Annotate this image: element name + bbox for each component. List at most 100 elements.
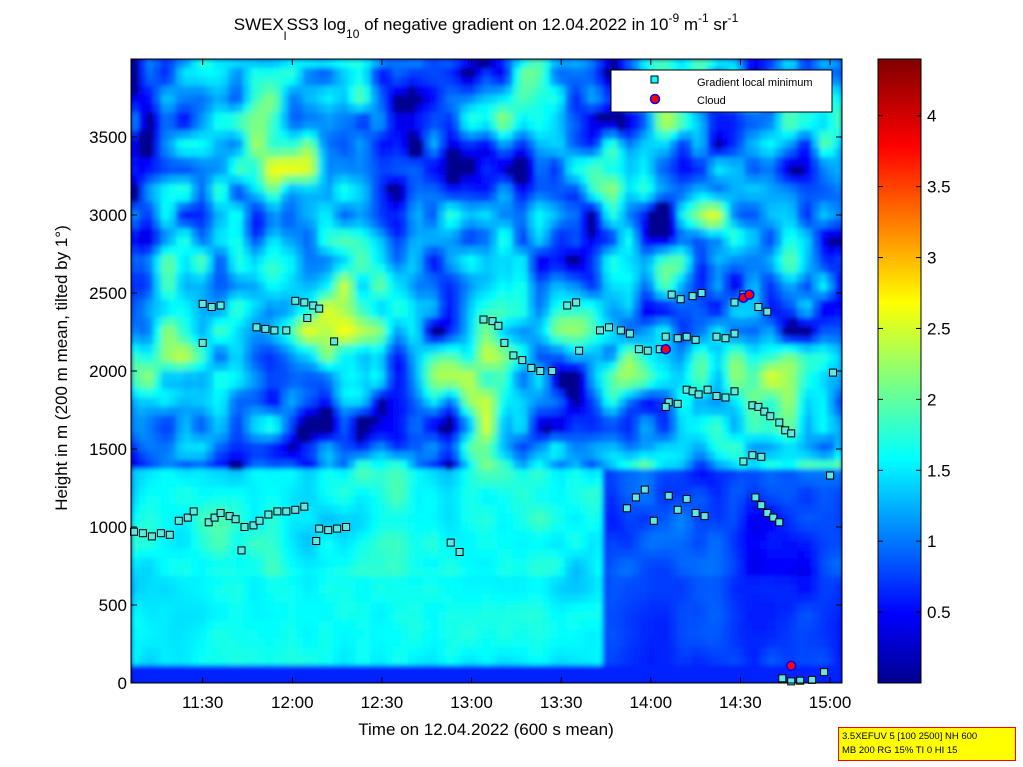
heatmap-cell [505,469,514,479]
heatmap-cell [235,344,244,354]
heatmap-cell [265,433,274,443]
heatmap-cell [437,148,446,158]
heatmap-cell [348,219,357,229]
heatmap-cell [505,602,514,613]
heatmap-cell [587,611,596,622]
heatmap-cell [303,317,312,328]
heatmap-cell [160,469,170,479]
heatmap-cell [288,272,297,283]
heatmap-cell [565,130,574,140]
heatmap-cell [482,67,491,78]
heatmap-cell [520,647,529,657]
heatmap-cell [662,584,671,595]
heatmap-cell [160,460,170,470]
heatmap-cell [355,246,364,256]
heatmap-cell [654,593,663,604]
heatmap-cell [452,353,461,363]
heatmap-cell [348,237,357,247]
heatmap-cell [430,308,439,319]
heatmap-cell [190,469,199,479]
heatmap-cell [392,379,402,390]
heatmap-cell [587,237,596,247]
heatmap-cell [333,638,342,648]
heatmap-cell [280,112,289,122]
heatmap-cell [415,495,424,506]
heatmap-cell [505,335,514,345]
heatmap-cell [415,549,424,559]
heatmap-cell [639,139,649,149]
heatmap-cell [160,94,170,105]
heatmap-cell [505,638,514,648]
heatmap-cell [213,540,222,550]
heatmap-cell [602,85,611,96]
heatmap-cell [467,602,476,613]
heatmap-cell [213,620,222,631]
heatmap-cell [348,255,357,265]
heatmap-cell [422,531,431,541]
heatmap-cell [415,674,424,683]
heatmap-cell [557,201,566,212]
heatmap-cell [145,272,155,283]
heatmap-cell [310,620,319,631]
heatmap-cell [138,344,147,354]
heatmap-cell [475,85,484,96]
heatmap-cell [595,433,604,443]
heatmap-cell [654,531,663,541]
heatmap-cell [205,379,214,390]
heatmap-cell [288,558,297,568]
heatmap-cell [145,415,155,426]
heatmap-cell [497,237,506,247]
heatmap-cell [295,353,304,363]
heatmap-cell [669,237,678,247]
heatmap-cell [265,469,274,479]
heatmap-cell [609,371,619,381]
heatmap-field [131,59,842,683]
heatmap-cell [138,121,147,131]
heatmap-cell [310,130,319,140]
heatmap-cell [437,130,446,140]
heatmap-cell [527,210,536,221]
heatmap-cell [565,504,574,515]
heatmap-cell [273,130,282,140]
heatmap-cell [430,59,439,69]
heatmap-cell [400,59,409,69]
heatmap-cell [497,157,506,167]
heatmap-cell [617,540,626,550]
heatmap-cell [198,531,207,541]
heatmap-cell [310,602,319,613]
heatmap-cell [377,130,387,140]
heatmap-cell [624,611,634,622]
heatmap-cell [145,201,155,212]
heatmap-cell [280,647,289,657]
heatmap-cell [520,237,529,247]
heatmap-cell [243,531,252,541]
heatmap-cell [542,326,551,336]
heatmap-cell [475,620,484,631]
heatmap-cell [527,620,536,631]
heatmap-cell [505,210,514,221]
heatmap-cell [348,67,357,78]
heatmap-cell [550,246,559,256]
heatmap-cell [580,121,589,131]
heatmap-cell [535,371,544,381]
heatmap-cell [348,85,357,96]
heatmap-cell [580,85,589,96]
heatmap-cell [512,130,521,140]
heatmap-cell [160,201,170,212]
heatmap-cell [273,549,282,559]
heatmap-cell [131,371,140,381]
heatmap-cell [587,183,596,194]
heatmap-cell [497,433,506,443]
heatmap-cell [348,290,357,301]
heatmap-cell [153,183,162,194]
heatmap-cell [235,59,244,69]
heatmap-cell [131,406,140,417]
heatmap-cell [153,460,162,470]
heatmap-cell [392,362,402,372]
heatmap-cell [235,567,244,577]
heatmap-cell [497,264,506,274]
heatmap-cell [669,656,678,666]
heatmap-cell [363,210,372,221]
heatmap-cell [452,335,461,345]
heatmap-cell [587,647,596,657]
